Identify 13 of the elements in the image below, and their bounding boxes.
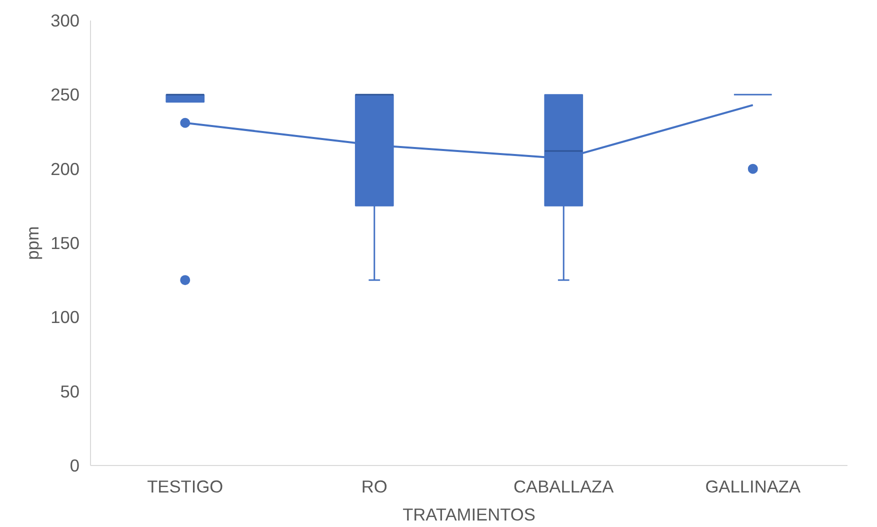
y-tick-label: 50 <box>60 381 80 402</box>
x-tick-label: GALLINAZA <box>705 476 801 496</box>
y-tick-label: 250 <box>50 84 80 105</box>
x-tick-label: TESTIGO <box>147 476 224 496</box>
x-tick-label: CABALLAZA <box>514 476 614 496</box>
y-tick-label: 0 <box>70 456 80 476</box>
y-axis-title: ppm <box>22 226 43 260</box>
y-tick-label: 200 <box>50 158 80 179</box>
x-tick-label: RO <box>361 476 388 496</box>
y-tick-label: 100 <box>50 307 80 328</box>
y-tick-label: 150 <box>50 233 80 253</box>
y-tick-label: 300 <box>50 10 80 30</box>
x-axis-title: TRATAMIENTOS <box>402 504 536 524</box>
